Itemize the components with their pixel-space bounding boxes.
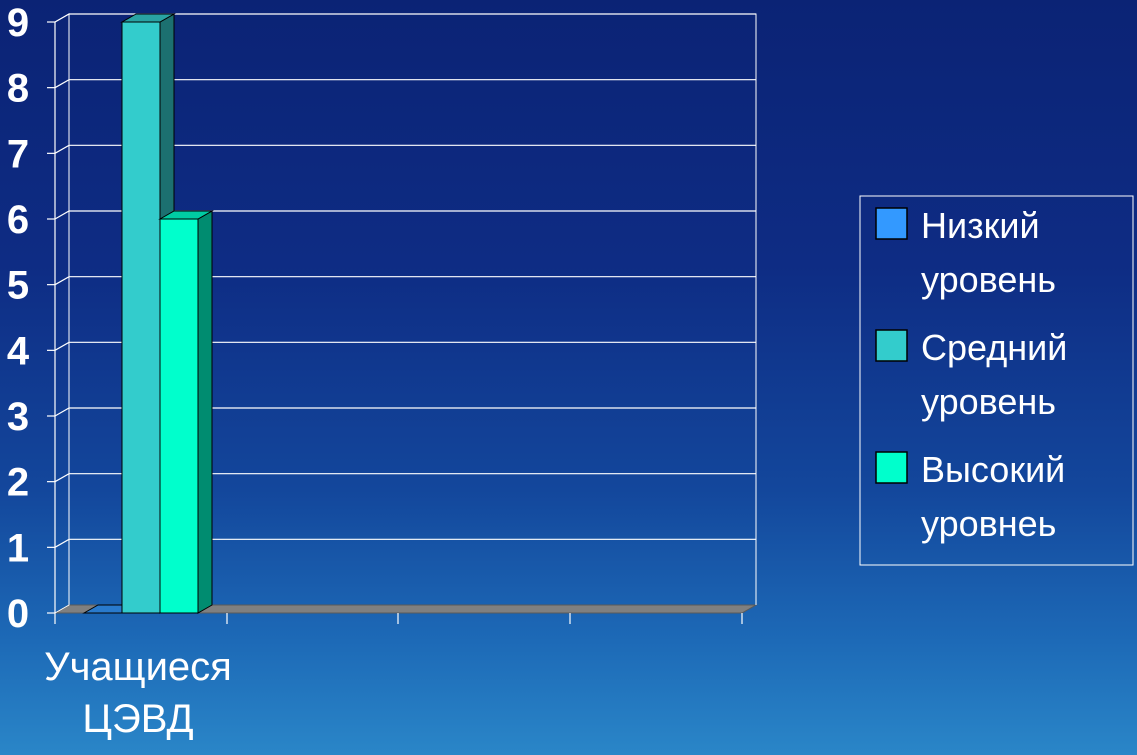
legend-item: Средний уровень xyxy=(875,327,1067,422)
y-tick-label: 7 xyxy=(7,132,29,176)
y-tick-label: 3 xyxy=(7,395,29,439)
legend: Низкий уровень Средний уровень Высокий уровне… xyxy=(859,195,1134,566)
gridline xyxy=(54,473,756,483)
legend-item: Высокий уровнеь xyxy=(875,449,1065,544)
gridline xyxy=(54,276,756,286)
legend-label: уровень xyxy=(921,259,1056,300)
legend-item: Низкий уровень xyxy=(875,205,1056,300)
y-tick-label: 1 xyxy=(7,526,29,570)
side-wall xyxy=(54,13,70,614)
legend-label: уровнеь xyxy=(921,503,1056,544)
bar-side xyxy=(197,210,213,614)
bars xyxy=(82,13,214,614)
legend-label: Высокий xyxy=(921,449,1065,490)
legend-label: Средний xyxy=(921,327,1067,368)
legend-swatch xyxy=(875,329,908,362)
bar-top xyxy=(158,210,214,220)
legend-label: Низкий xyxy=(921,205,1040,246)
y-tick-label: 2 xyxy=(7,461,29,505)
gridline xyxy=(54,407,756,417)
gridline xyxy=(54,538,756,548)
bar-3 xyxy=(158,210,214,614)
y-tick-label: 6 xyxy=(7,198,29,242)
y-tick-label: 5 xyxy=(7,264,29,308)
x-category-labels: Учащиеся ЦЭВД xyxy=(44,645,232,741)
y-tick-label: 0 xyxy=(7,592,29,636)
gridlines xyxy=(54,13,756,548)
gridline xyxy=(54,13,756,23)
gridline xyxy=(54,341,756,351)
gridline xyxy=(54,79,756,89)
bar-front xyxy=(121,21,161,614)
y-tick-label: 9 xyxy=(7,1,29,45)
gridline xyxy=(54,210,756,220)
y-tick-label: 4 xyxy=(7,329,30,373)
bar-top xyxy=(120,13,176,23)
y-tick-labels: 0 1 2 3 4 5 6 7 8 9 xyxy=(7,1,30,636)
y-tick-label: 8 xyxy=(7,67,29,111)
legend-swatch xyxy=(875,207,908,240)
legend-box xyxy=(859,195,1134,566)
gridline xyxy=(54,144,756,154)
bar-front xyxy=(159,218,199,614)
x-category-label: ЦЭВД xyxy=(82,697,193,741)
legend-label: уровень xyxy=(921,381,1056,422)
x-category-label: Учащиеся xyxy=(44,645,232,689)
legend-swatch xyxy=(875,451,908,484)
axes xyxy=(47,21,743,624)
